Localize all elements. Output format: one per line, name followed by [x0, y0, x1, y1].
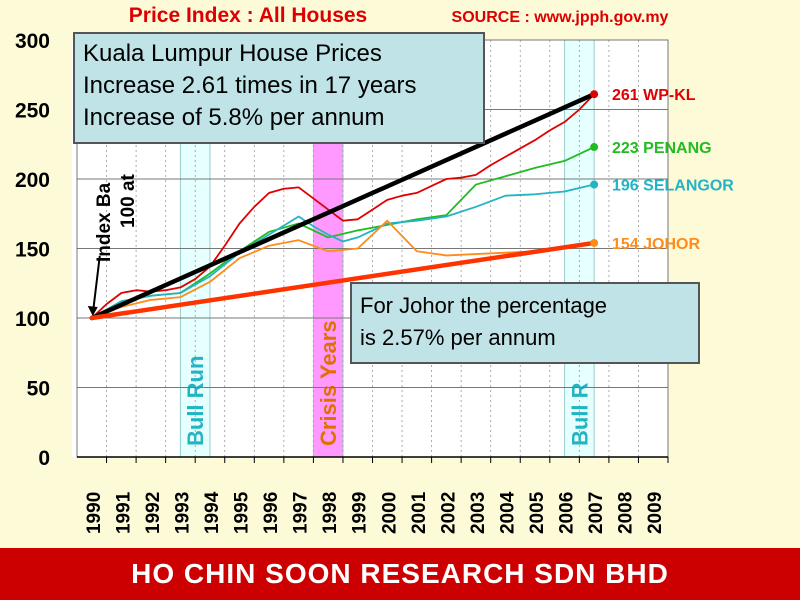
- series-endpoint-johor: [590, 238, 599, 247]
- footer-company-name: HO CHIN SOON RESEARCH SDN BHD: [131, 558, 669, 589]
- series-end-labels: 261 WP-KL 223 PENANG 196 SELANGOR 154 JOHOR: [590, 87, 734, 253]
- kl-callout-line2: Increase 2.61 times in 17 years: [83, 72, 417, 99]
- series-line-selangor: [91, 183, 595, 319]
- series-end-label-johor: 154 JOHOR: [612, 236, 700, 253]
- series-line-johor: [91, 219, 595, 319]
- x-tick-label-1998: 1998: [320, 492, 341, 534]
- period-band-label-1: Crisis Years: [316, 320, 341, 446]
- x-tick-label-1995: 1995: [232, 491, 253, 534]
- x-tick-label-1992: 1992: [143, 492, 164, 534]
- kl-callout-box: Kuala Lumpur House Prices Increase 2.61 …: [73, 32, 485, 144]
- kl-callout-line1: Kuala Lumpur House Prices: [83, 40, 382, 67]
- series-end-label-wp-kl: 261 WP-KL: [612, 87, 696, 104]
- johor-callout-box: For Johor the percentage is 2.57% per an…: [350, 282, 700, 364]
- x-tick-label-2007: 2007: [586, 492, 607, 534]
- trend-lines: [89, 91, 597, 321]
- trend-line-1: [89, 240, 597, 321]
- period-band-label-0: Bull Run: [183, 356, 208, 446]
- series-end-label-selangor: 196 SELANGOR: [612, 178, 734, 195]
- x-tick-label-2009: 2009: [645, 492, 666, 534]
- johor-callout-line1: For Johor the percentage: [360, 293, 608, 318]
- base-annotation: Index Ba 100 at: [87, 173, 139, 316]
- x-tick-label-1990: 1990: [84, 492, 105, 534]
- period-band-label-2: Bull R: [567, 382, 592, 446]
- series-line-wp-kl: [91, 93, 595, 319]
- y-tick-label-6: 300: [15, 30, 50, 53]
- y-tick-label-5: 250: [15, 100, 50, 123]
- base-annotation-line2: 100 at: [118, 173, 139, 228]
- trend-line-0: [89, 91, 597, 321]
- y-tick-label-0: 0: [38, 447, 50, 470]
- x-tick-label-2001: 2001: [409, 491, 430, 534]
- base-annotation-arrow: [91, 255, 101, 315]
- y-tick-label-2: 100: [15, 308, 50, 331]
- base-annotation-line1: Index Ba: [94, 182, 115, 262]
- x-tick-label-2005: 2005: [527, 491, 548, 534]
- x-tick-label-1994: 1994: [202, 491, 223, 534]
- x-tick-label-2002: 2002: [438, 492, 459, 534]
- x-tick-label-2000: 2000: [379, 492, 400, 534]
- x-tick-label-2003: 2003: [468, 492, 489, 534]
- chart-title: Price Index : All Houses: [129, 4, 367, 27]
- y-tick-label-3: 150: [15, 239, 50, 262]
- footer-banner: HO CHIN SOON RESEARCH SDN BHD: [0, 548, 800, 600]
- x-tick-label-1993: 1993: [172, 492, 193, 534]
- x-axis-ticks: 1990 1991 1992 1993 1994 1995 1996 1997 1998 1999…: [77, 456, 669, 534]
- johor-callout-line2: is 2.57% per annum: [360, 325, 556, 350]
- series-endpoint-selangor: [590, 180, 599, 189]
- series-endpoint-wp-kl: [590, 90, 599, 99]
- x-tick-label-1991: 1991: [113, 491, 134, 534]
- chart-source: SOURCE : www.jpph.gov.my: [452, 9, 669, 26]
- y-tick-label-4: 200: [15, 169, 50, 192]
- y-tick-label-1: 50: [27, 378, 50, 401]
- x-tick-label-2006: 2006: [557, 492, 578, 534]
- y-axis-ticks: 0 50 100 150 200 250 300: [15, 30, 50, 470]
- base-annotation-arrowhead: [87, 306, 98, 316]
- x-tick-label-1996: 1996: [261, 492, 282, 534]
- kl-callout-line3: Increase of 5.8% per annum: [83, 104, 385, 131]
- series-end-label-penang: 223 PENANG: [612, 140, 712, 157]
- series-lines: [91, 93, 595, 319]
- x-tick-label-1999: 1999: [350, 492, 371, 534]
- x-tick-label-2008: 2008: [616, 492, 637, 534]
- series-endpoint-penang: [590, 143, 599, 152]
- x-tick-label-1997: 1997: [291, 492, 312, 534]
- x-tick-label-2004: 2004: [497, 491, 518, 534]
